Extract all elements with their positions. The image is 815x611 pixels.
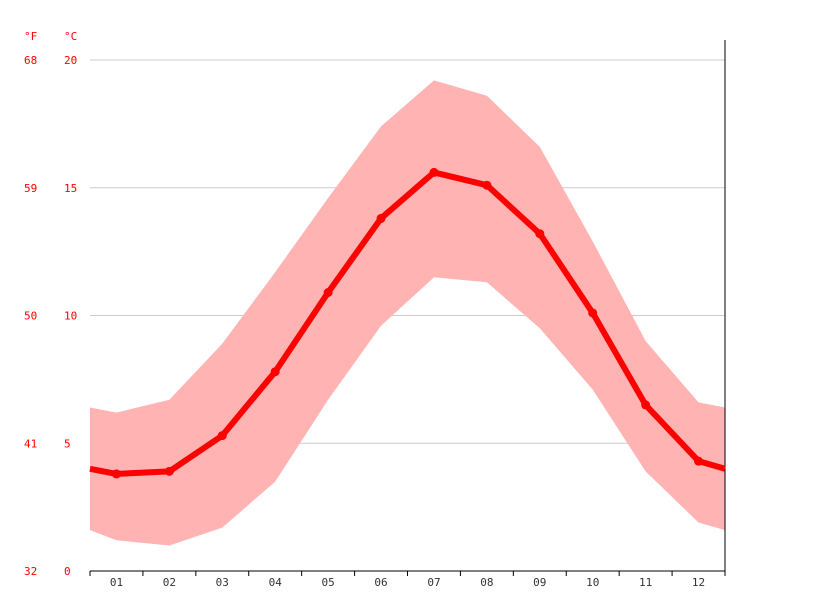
- average-point: [694, 456, 704, 466]
- xtick-label: 04: [269, 576, 283, 589]
- ytick-label-celsius: 5: [64, 437, 71, 450]
- ytick-label-celsius: 0: [64, 565, 71, 578]
- average-point: [376, 213, 386, 223]
- average-point: [323, 288, 333, 298]
- xtick-label: 11: [639, 576, 652, 589]
- xtick-label: 09: [533, 576, 546, 589]
- average-point: [641, 400, 651, 410]
- xtick-label: 12: [692, 576, 705, 589]
- average-point: [588, 308, 598, 318]
- unit-fahrenheit-label: °F: [24, 30, 37, 43]
- xtick-label: 06: [374, 576, 387, 589]
- average-point: [217, 431, 227, 441]
- average-point: [270, 367, 280, 377]
- ytick-label-celsius: 10: [64, 310, 77, 323]
- ytick-label-fahrenheit: 41: [24, 437, 37, 450]
- xtick-label: 07: [427, 576, 440, 589]
- ytick-label-fahrenheit: 32: [24, 565, 37, 578]
- ytick-label-fahrenheit: 68: [24, 54, 37, 67]
- average-point: [535, 229, 545, 239]
- ytick-label-fahrenheit: 50: [24, 310, 37, 323]
- ytick-label-fahrenheit: 59: [24, 182, 37, 195]
- ytick-label-celsius: 20: [64, 54, 77, 67]
- average-temperature-line: [89, 169, 726, 477]
- min-max-band-area: [90, 80, 725, 546]
- xtick-label: 05: [322, 576, 335, 589]
- average-point: [164, 466, 174, 476]
- average-point: [111, 469, 121, 479]
- axis-labels: °F °C 32 0 41 5 50 10 59 15 68 20 01 02 03 04 05 06 07 08…: [24, 30, 705, 589]
- xtick-label: 08: [480, 576, 493, 589]
- axes: [89, 40, 726, 576]
- xtick-label: 10: [586, 576, 599, 589]
- average-line: [89, 169, 726, 477]
- min-max-band: [90, 80, 725, 546]
- xtick-label: 01: [110, 576, 123, 589]
- xtick-label: 02: [163, 576, 176, 589]
- unit-celsius-label: °C: [64, 30, 77, 43]
- average-point: [429, 167, 439, 177]
- ytick-label-celsius: 15: [64, 182, 77, 195]
- average-points: [111, 167, 704, 479]
- xtick-label: 03: [216, 576, 229, 589]
- average-point: [482, 180, 492, 190]
